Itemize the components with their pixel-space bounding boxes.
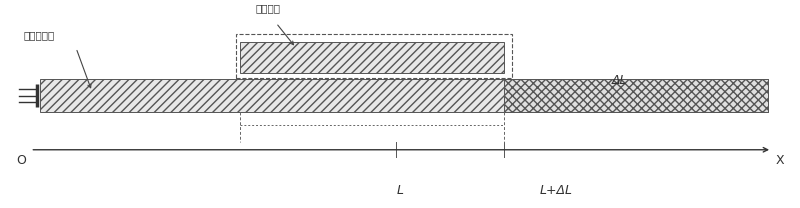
Bar [504, 79, 768, 112]
Text: L+ΔL: L+ΔL [539, 184, 573, 197]
Bar [40, 79, 768, 112]
Text: ΔL: ΔL [612, 74, 628, 87]
Text: X: X [776, 154, 784, 167]
Text: L: L [397, 184, 403, 197]
Text: O: O [17, 154, 26, 167]
Text: 第一谐振器: 第一谐振器 [24, 30, 55, 40]
Text: 主传输线: 主传输线 [256, 3, 281, 13]
Bar [240, 42, 504, 73]
Bar [236, 34, 512, 78]
